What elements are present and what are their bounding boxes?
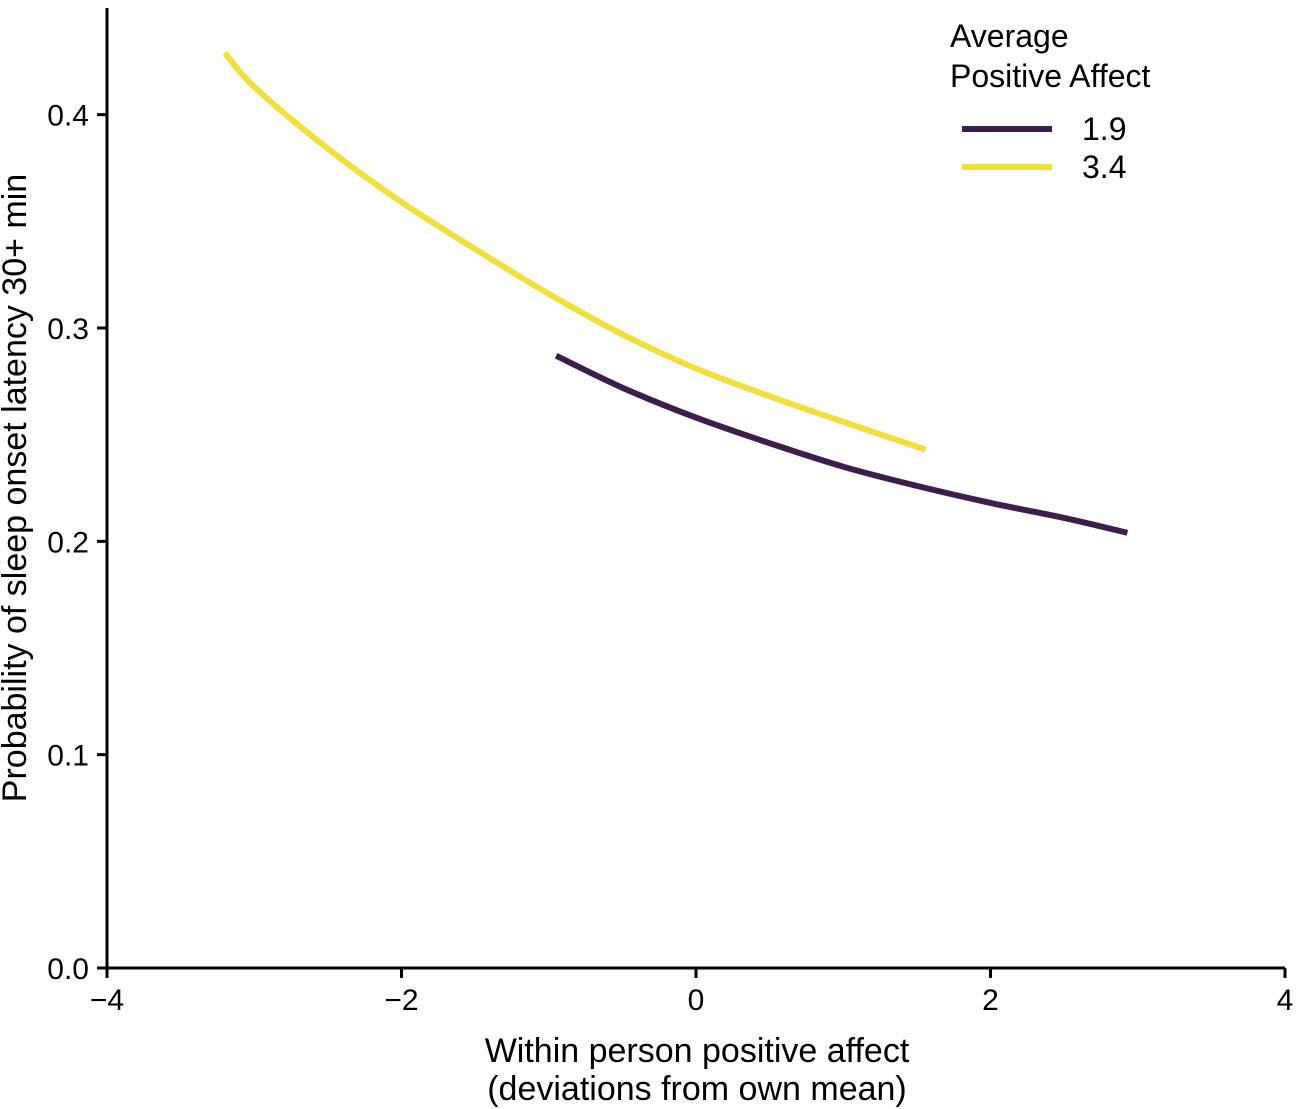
- y-tick-label: 0.3: [47, 313, 89, 346]
- series-line-1.9: [554, 353, 1129, 536]
- x-tick-label: 2: [982, 984, 999, 1017]
- legend-title-line-2: Positive Affect: [950, 58, 1151, 94]
- y-tick-label: 0.2: [47, 526, 89, 559]
- y-tick-label: 0.1: [47, 740, 89, 773]
- y-axis-title: Probability of sleep onset latency 30+ m…: [0, 174, 34, 802]
- legend-label: 3.4: [1082, 149, 1126, 185]
- y-tick-label: 0.4: [47, 100, 89, 133]
- x-tick-label: −4: [90, 984, 124, 1017]
- y-ticks: 0.0 0.1 0.2 0.3 0.4: [47, 100, 107, 986]
- plot-area: [222, 50, 1129, 536]
- x-axis-title: Within person positive affect: [485, 1032, 910, 1070]
- legend-title: Average: [950, 18, 1069, 54]
- x-tick-label: −2: [384, 984, 418, 1017]
- x-tick-label: 0: [688, 984, 705, 1017]
- y-tick-label: 0.0: [47, 953, 89, 986]
- legend: Average Positive Affect 1.93.4: [950, 18, 1151, 185]
- x-ticks: −4 −2 0 2 4: [90, 968, 1293, 1017]
- x-tick-label: 4: [1277, 984, 1294, 1017]
- legend-label: 1.9: [1082, 111, 1126, 147]
- x-axis-subtitle: (deviations from own mean): [487, 1070, 907, 1108]
- series-line-3.4: [222, 50, 927, 453]
- legend-items: 1.93.4: [962, 111, 1126, 185]
